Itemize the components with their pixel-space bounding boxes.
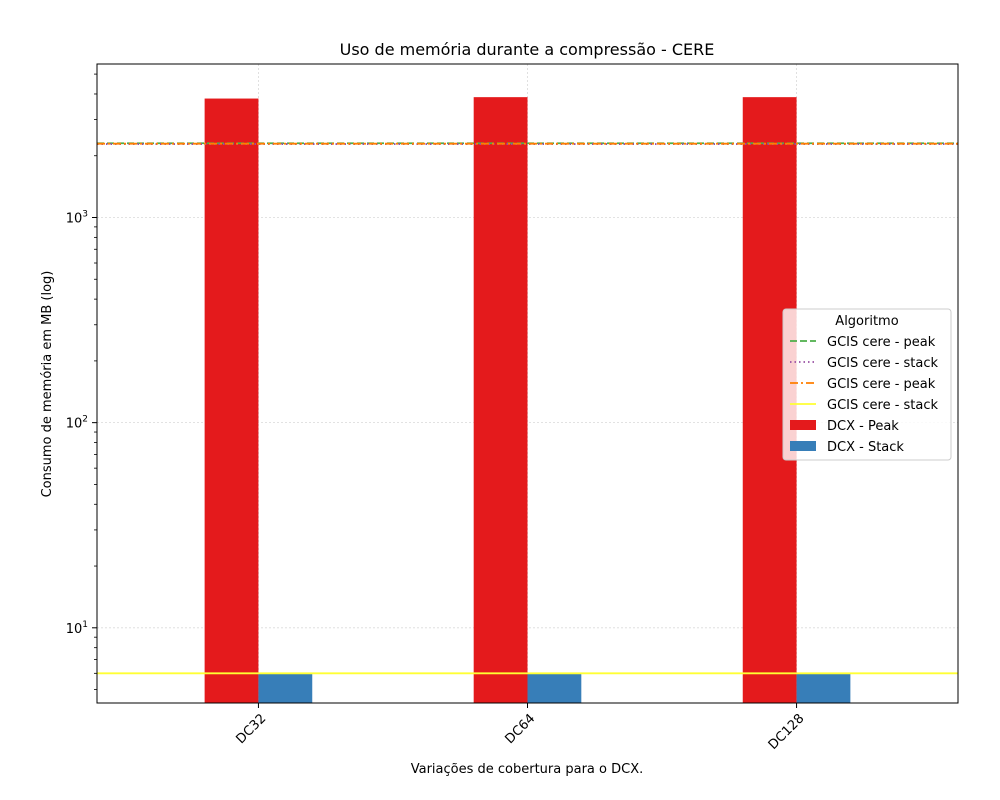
y-axis-label: Consumo de memória em MB (log) [40, 271, 55, 498]
x-tick-label: DC128 [766, 711, 808, 753]
bars [204, 97, 851, 703]
legend-label: GCIS cere - peak [827, 377, 936, 392]
chart-title: Uso de memória durante a compressão - CE… [340, 40, 715, 59]
y-tick-label: 102 [66, 415, 88, 432]
legend-label: GCIS cere - stack [827, 398, 939, 413]
legend-title: Algoritmo [835, 314, 898, 329]
y-tick-label: 103 [66, 209, 88, 226]
x-tick-label: DC32 [233, 711, 269, 747]
y-axis: 101 102 103 [66, 73, 97, 690]
x-axis-label: Variações de cobertura para o DCX. [411, 762, 644, 777]
legend-label: GCIS cere - peak [827, 335, 936, 350]
legend-items: GCIS cere - peak GCIS cere - stack GCIS ce… [790, 335, 939, 455]
legend-swatch [790, 420, 816, 430]
legend-label: GCIS cere - stack [827, 356, 939, 371]
x-tick-label: DC64 [503, 711, 539, 747]
bar-dcx-stack-dc64 [527, 673, 582, 703]
bar-dcx-stack-dc128 [796, 673, 851, 703]
legend-label: DCX - Stack [827, 440, 904, 455]
bar-dcx-peak-dc32 [204, 98, 259, 703]
legend-label: DCX - Peak [827, 419, 899, 434]
y-tick-label: 101 [66, 620, 88, 637]
bar-dcx-stack-dc32 [258, 673, 313, 703]
bar-dcx-peak-dc64 [473, 97, 528, 703]
legend-swatch [790, 441, 816, 451]
legend: Algoritmo GCIS cere - peak GCIS cere - st… [782, 308, 952, 461]
reference-lines [97, 142, 958, 675]
x-axis: DC32 DC64 DC128 [233, 703, 807, 753]
legend-box [782, 308, 952, 461]
